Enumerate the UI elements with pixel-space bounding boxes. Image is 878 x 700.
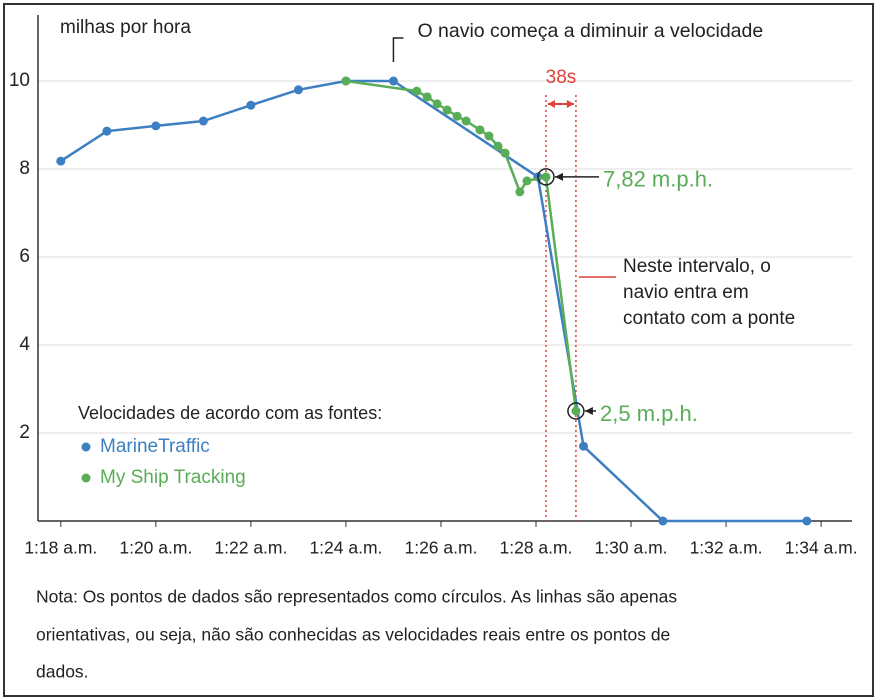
data-point (198, 116, 208, 126)
data-point (442, 105, 452, 115)
legend-marker (81, 473, 91, 483)
data-point (515, 187, 525, 197)
highlight-ring (537, 168, 555, 186)
arrow-head (554, 172, 563, 181)
data-point (475, 125, 485, 135)
y-axis-label: milhas por hora (60, 17, 191, 38)
note-line: dados. (36, 662, 89, 682)
data-point (500, 148, 510, 158)
x-tick-label: 1:30 a.m. (595, 538, 668, 558)
y-tick-label: 10 (9, 70, 30, 91)
y-tick-label: 2 (19, 422, 30, 443)
x-tick-label: 1:24 a.m. (309, 538, 382, 558)
frame (3, 3, 874, 697)
x-tick-label: 1:20 a.m. (119, 538, 192, 558)
data-point (484, 131, 494, 141)
x-tick-label: 1:26 a.m. (404, 538, 477, 558)
legend-label: My Ship Tracking (100, 467, 246, 488)
contact-note: Neste intervalo, o (623, 256, 771, 277)
contact-note: navio entra em (623, 282, 749, 303)
x-tick-label: 1:18 a.m. (24, 538, 97, 558)
x-tick-label: 1:22 a.m. (214, 538, 287, 558)
slowdown-pointer (392, 37, 404, 62)
data-point (541, 172, 551, 182)
data-point (461, 116, 471, 126)
series-line (60, 79, 807, 523)
legend-marker (81, 442, 91, 452)
value-label: 7,82 m.p.h. (603, 167, 713, 192)
note-line: orientativas, ou seja, não são conhecida… (36, 625, 670, 645)
arrow-head (566, 100, 574, 108)
x-tick-label: 1:28 a.m. (500, 538, 573, 558)
data-point (422, 92, 432, 102)
data-point (151, 121, 161, 131)
data-point (571, 406, 581, 416)
data-point (102, 126, 112, 136)
data-point (388, 76, 398, 86)
y-tick-label: 8 (19, 158, 30, 179)
arrow-head (584, 407, 593, 415)
y-tick-label: 6 (19, 246, 30, 267)
data-point (493, 141, 503, 151)
legend-label: MarineTraffic (100, 436, 210, 457)
legend-title: Velocidades de acordo com as fontes: (78, 403, 382, 423)
slowdown-note: O navio começa a diminuir a velocidade (417, 20, 763, 42)
data-point (293, 85, 303, 95)
data-point (246, 100, 256, 110)
data-point (341, 76, 351, 86)
data-point (658, 516, 668, 526)
interval-label: 38s (546, 67, 577, 88)
contact-note: contato com a ponte (623, 308, 795, 329)
data-point (432, 99, 442, 109)
data-point (802, 516, 812, 526)
value-label: 2,5 m.p.h. (600, 401, 698, 426)
data-point (522, 176, 532, 186)
arrow-head (547, 100, 555, 108)
note-line: Nota: Os pontos de dados são representad… (36, 587, 677, 607)
highlight-ring (567, 402, 585, 420)
data-point (412, 86, 422, 96)
data-point (56, 156, 66, 166)
x-tick-label: 1:34 a.m. (785, 538, 858, 558)
x-tick-label: 1:32 a.m. (690, 538, 763, 558)
data-point (452, 111, 462, 121)
data-point (579, 441, 589, 451)
y-tick-label: 4 (19, 334, 30, 355)
